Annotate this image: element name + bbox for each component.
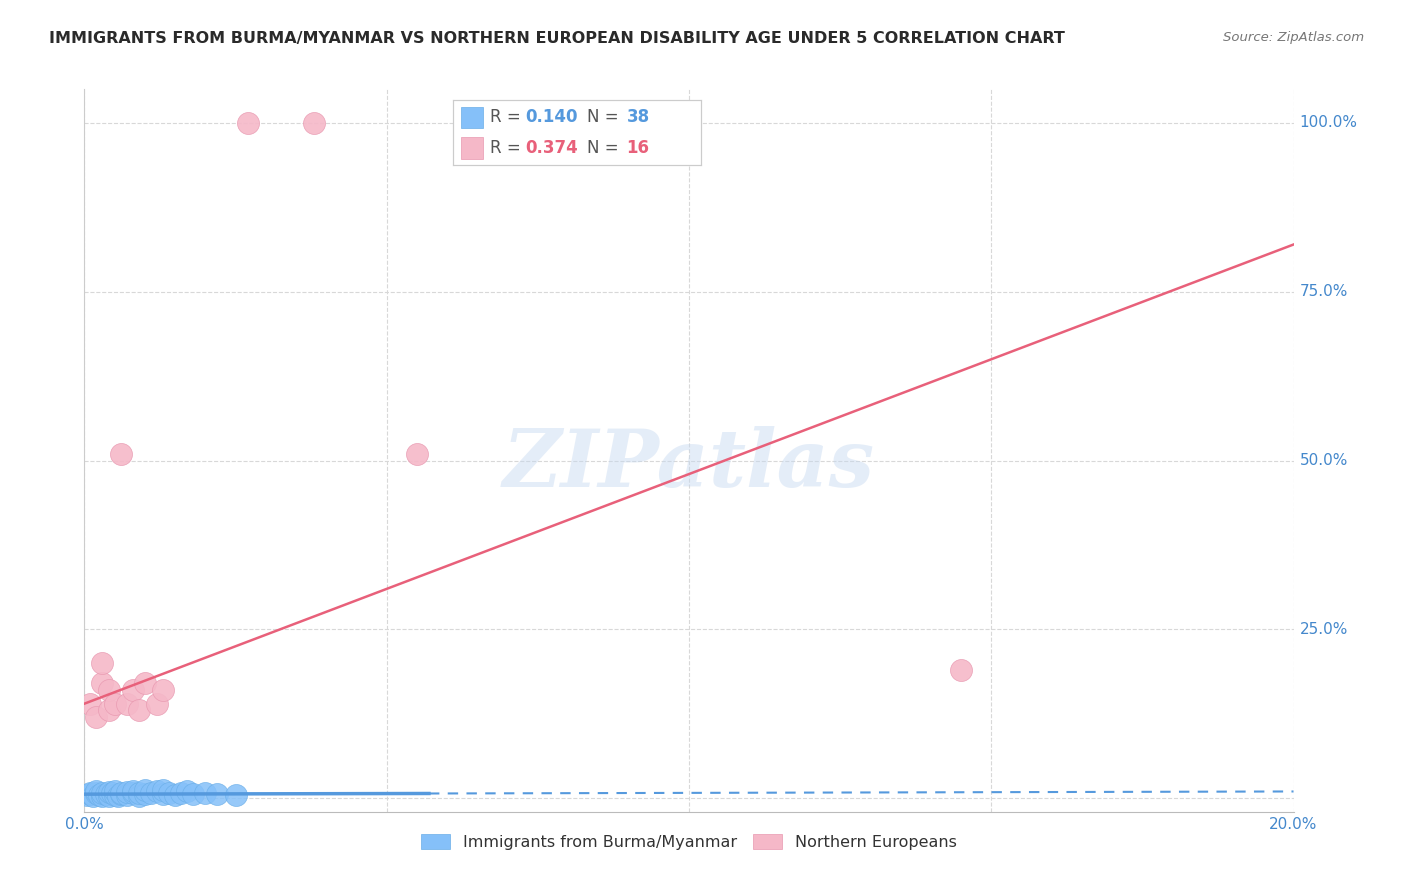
Point	[152, 683, 174, 698]
Point	[91, 786, 114, 800]
Point	[302, 116, 325, 130]
Point	[170, 786, 193, 800]
Point	[115, 785, 138, 799]
Point	[97, 789, 120, 804]
Point	[79, 787, 101, 801]
Point	[152, 783, 174, 797]
Point	[110, 786, 132, 800]
Point	[104, 788, 127, 802]
Point	[97, 785, 120, 799]
Text: 50.0%: 50.0%	[1299, 453, 1348, 468]
Text: IMMIGRANTS FROM BURMA/MYANMAR VS NORTHERN EUROPEAN DISABILITY AGE UNDER 5 CORREL: IMMIGRANTS FROM BURMA/MYANMAR VS NORTHER…	[49, 31, 1066, 46]
Point	[86, 710, 108, 724]
Point	[152, 787, 174, 801]
Text: 75.0%: 75.0%	[1299, 285, 1348, 300]
Point	[110, 447, 132, 461]
Point	[100, 787, 122, 801]
Point	[86, 787, 108, 801]
Text: 25.0%: 25.0%	[1299, 622, 1348, 637]
Point	[89, 788, 111, 802]
Point	[91, 789, 114, 803]
Point	[121, 787, 143, 801]
Point	[97, 683, 120, 698]
Point	[82, 789, 104, 803]
Point	[128, 703, 150, 717]
Point	[115, 788, 138, 802]
Point	[94, 787, 117, 801]
Point	[104, 784, 127, 798]
Point	[157, 786, 180, 800]
Point	[406, 447, 429, 461]
Point	[91, 656, 114, 670]
Legend: Immigrants from Burma/Myanmar, Northern Europeans: Immigrants from Burma/Myanmar, Northern …	[413, 826, 965, 858]
Point	[110, 787, 132, 801]
Point	[91, 676, 114, 690]
Point	[128, 789, 150, 803]
Point	[139, 786, 162, 800]
Point	[134, 787, 156, 801]
Point	[79, 786, 101, 800]
Text: Source: ZipAtlas.com: Source: ZipAtlas.com	[1223, 31, 1364, 45]
Point	[146, 697, 169, 711]
Text: ZIPatlas: ZIPatlas	[503, 426, 875, 504]
Text: 100.0%: 100.0%	[1299, 115, 1358, 130]
Point	[146, 784, 169, 798]
Point	[79, 697, 101, 711]
Point	[225, 788, 247, 802]
Point	[176, 784, 198, 798]
Point	[134, 676, 156, 690]
Point	[121, 683, 143, 698]
Point	[104, 697, 127, 711]
Point	[115, 697, 138, 711]
Point	[86, 784, 108, 798]
Point	[236, 116, 259, 130]
Point	[121, 784, 143, 798]
Point	[97, 703, 120, 717]
Point	[165, 788, 187, 802]
Point	[128, 786, 150, 800]
Point	[107, 789, 129, 803]
Point	[207, 787, 229, 801]
Point	[76, 788, 98, 802]
Point	[181, 787, 204, 801]
Point	[134, 783, 156, 797]
Point	[950, 663, 973, 677]
Point	[194, 786, 217, 800]
